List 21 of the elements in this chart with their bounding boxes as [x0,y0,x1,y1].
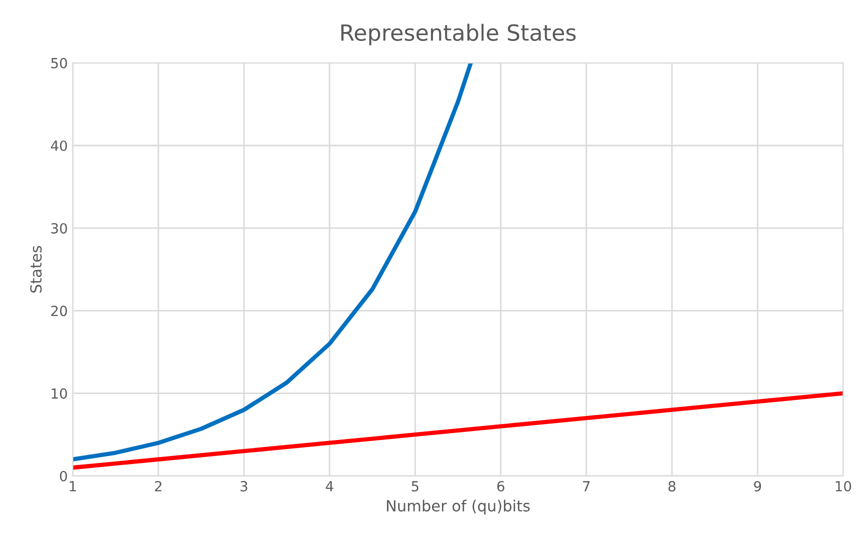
line-series [72,62,473,462]
y-tick-label: 40 [50,140,67,151]
x-tick-label: 10 [836,480,852,492]
x-tick-label: 3 [240,480,248,492]
y-tick-label: 50 [51,58,67,68]
x-tick-label: 1 [70,481,76,492]
x-tick-label: 9 [754,480,761,492]
x-axis-title: Number of (qu)bits [386,500,530,515]
y-axis-title: States [30,246,42,293]
x-tick-label: 7 [583,481,590,492]
x-tick-label: 2 [154,480,162,492]
x-tick-label: 5 [412,481,418,492]
x-tick-label: 8 [668,480,676,492]
line-series [72,391,844,470]
y-tick-label: 20 [51,306,67,316]
y-tick-label: 30 [51,223,67,234]
x-tick-label: 4 [326,481,334,492]
y-tick-label: 0 [60,470,67,482]
y-tick-label: 10 [52,388,67,399]
x-tick-label: 6 [497,480,504,492]
chart-title: Representable States [341,24,576,46]
